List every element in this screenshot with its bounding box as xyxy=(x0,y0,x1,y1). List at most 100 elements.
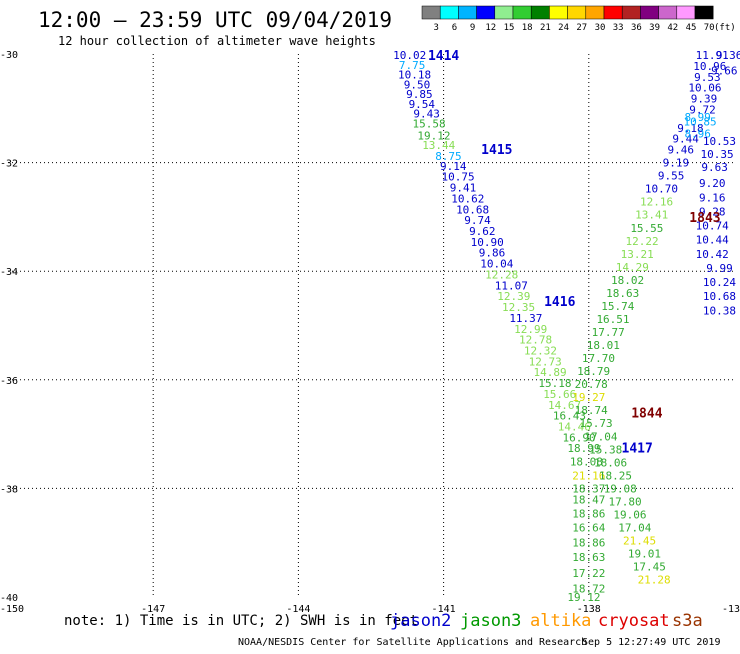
wave-height-label: 18.37 xyxy=(572,482,605,495)
wave-height-label: 19.12 xyxy=(417,129,450,142)
color-scale-swatch xyxy=(512,5,532,20)
wave-height-label: 9.19 xyxy=(663,157,690,170)
wave-height-label: 9.20 xyxy=(699,177,726,190)
color-scale-tick: 36 xyxy=(631,23,642,33)
wave-height-label: 10.18 xyxy=(398,69,431,82)
wave-height-label: 9.86 xyxy=(479,247,506,260)
satellite-legend-altika: altika xyxy=(530,611,591,631)
color-scale-swatch xyxy=(567,5,587,20)
track-labels: 1414 1415 1416 1417 1843 1844 xyxy=(428,49,721,457)
wave-height-label: 10.96 xyxy=(693,60,726,73)
wave-height-label: 9.62 xyxy=(469,225,496,238)
wave-height-label: 16.43 xyxy=(553,410,586,423)
satellite-legend-jason3: jason3 xyxy=(460,611,521,631)
color-scale-tick: 6 xyxy=(452,23,457,33)
color-scale-tick: 24 xyxy=(558,23,569,33)
footer-timestamp: Sep 5 12:27:49 UTC 2019 xyxy=(582,637,720,648)
wave-height-label: 17.80 xyxy=(609,495,642,508)
color-scale-swatch xyxy=(676,5,696,20)
x-axis-tick-label: -147 xyxy=(141,604,165,615)
wave-height-points: 10.027.7510.189.509.859.549.4315.5819.12… xyxy=(393,49,740,604)
wave-height-label: 17.45 xyxy=(633,561,666,574)
wave-height-label: 10.62 xyxy=(451,192,484,205)
color-scale-swatch xyxy=(694,5,714,20)
wave-height-label: 12.32 xyxy=(524,344,557,357)
wave-height-label: 17.70 xyxy=(582,352,615,365)
color-scale-swatch xyxy=(530,5,550,20)
color-scale-tick: 45 xyxy=(686,23,697,33)
wave-height-label: 18.08 xyxy=(570,455,603,468)
wave-height-label: 18.47 xyxy=(572,493,605,506)
satellite-legend-jason2: jason2 xyxy=(390,611,451,631)
x-axis-tick-label: -144 xyxy=(286,604,310,615)
y-axis-tick-label: -34 xyxy=(0,267,18,278)
color-scale-swatch xyxy=(658,5,678,20)
wave-height-label: 16.51 xyxy=(596,313,629,326)
color-scale-tick: 70 xyxy=(704,23,715,33)
color-scale-swatch xyxy=(476,5,496,20)
chart-subtitle: 12 hour collection of altimeter wave hei… xyxy=(58,34,376,48)
y-axis-tick-label: -36 xyxy=(0,376,18,387)
wave-height-label: 15.38 xyxy=(589,443,622,456)
wave-height-label: 10.85 xyxy=(684,115,717,128)
wave-height-label: 13.44 xyxy=(422,139,455,152)
wave-height-label: 11.91 xyxy=(696,49,729,62)
satellite-legend: jason2 jason3 altika cryosat s3a xyxy=(390,611,703,631)
wave-height-label: 9.55 xyxy=(658,170,685,183)
color-scale-tick: 9 xyxy=(470,23,475,33)
footer-note: note: 1) Time is in UTC; 2) SWH is in fe… xyxy=(64,613,418,629)
wave-height-label: 14.46 xyxy=(558,420,591,433)
wave-height-label: 18.63 xyxy=(606,287,639,300)
color-scale-swatch xyxy=(585,5,605,20)
wave-height-label: 9.72 xyxy=(689,103,716,116)
wave-height-label: 9.54 xyxy=(409,98,436,111)
color-scale-swatch xyxy=(603,5,623,20)
wave-height-label: 12.28 xyxy=(485,268,518,281)
wave-height-label: 9.43 xyxy=(413,108,440,121)
wave-height-label: 19.01 xyxy=(628,548,661,561)
wave-height-label: 11.07 xyxy=(495,279,528,292)
color-scale-swatch xyxy=(421,5,441,20)
track-number-label: 1414 xyxy=(428,49,459,64)
footer-credit: NOAA/NESDIS Center for Satellite Applica… xyxy=(238,637,587,648)
wave-height-label: 21.45 xyxy=(623,535,656,548)
y-axis-tick-label: -32 xyxy=(0,159,18,170)
color-scale-tick: 3 xyxy=(433,23,438,33)
wave-height-label: 16.64 xyxy=(572,521,605,534)
wave-height-label: 9.85 xyxy=(406,88,433,101)
wave-height-label: 10.68 xyxy=(456,203,489,216)
wave-height-label: 10.53 xyxy=(703,135,736,148)
color-scale-tick: 18 xyxy=(522,23,533,33)
wave-height-label: 15.18 xyxy=(538,377,571,390)
wave-height-label: 15.58 xyxy=(413,118,446,131)
wave-height-label: 9.18 xyxy=(677,122,704,135)
color-scale-tick: 30 xyxy=(595,23,606,33)
wave-height-label: 10.24 xyxy=(703,276,736,289)
color-scale-swatch xyxy=(439,5,459,20)
wave-height-label: 10.74 xyxy=(696,220,729,233)
x-axis-tick-label: -138 xyxy=(577,604,601,615)
wave-height-label: 18.79 xyxy=(577,365,610,378)
color-scale-unit: (ft) xyxy=(714,23,736,33)
wave-height-label: 17.04 xyxy=(618,521,651,534)
wave-height-label: 18.99 xyxy=(567,442,600,455)
wave-height-label: 10.42 xyxy=(696,248,729,261)
wave-height-label: 9.39 xyxy=(691,93,718,106)
wave-height-label: 19.06 xyxy=(613,508,646,521)
color-scale-tick: 39 xyxy=(649,23,660,33)
wave-height-label: 18.86 xyxy=(572,507,605,520)
wave-height-label: 16.90 xyxy=(563,431,596,444)
wave-height-color-scale: 3 6 9 12 15 18 21 24 27 30 33 36 39 42 45 70 xyxy=(421,5,715,33)
y-axis-tick-label: -30 xyxy=(0,50,18,61)
wave-height-label: 14.29 xyxy=(616,261,649,274)
x-axis-tick-label: -150 xyxy=(0,604,24,615)
wave-height-label: 18.02 xyxy=(611,274,644,287)
wave-height-label: 8.99 xyxy=(684,111,711,124)
wave-height-label: 9.50 xyxy=(404,78,431,91)
wave-height-label: 15.73 xyxy=(579,417,612,430)
wave-height-label: 19.12 xyxy=(567,591,600,604)
wave-height-label: 18.74 xyxy=(575,404,608,417)
wave-height-label: 12.78 xyxy=(519,334,552,347)
wave-height-label: 10.90 xyxy=(471,236,504,249)
